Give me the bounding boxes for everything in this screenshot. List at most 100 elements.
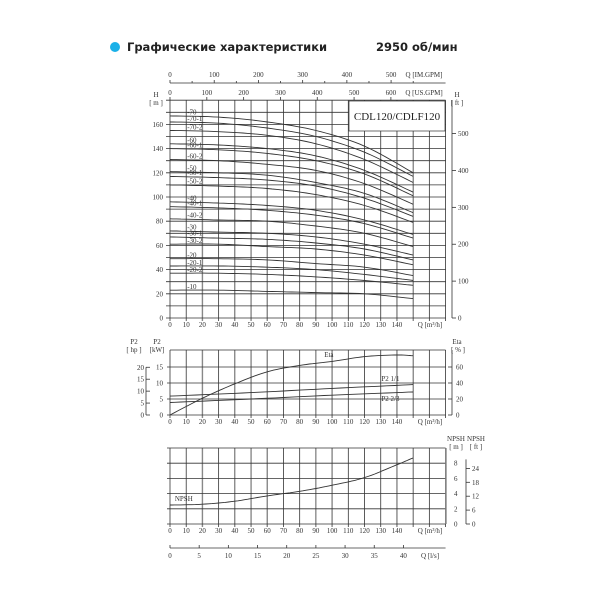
y-axis-label-left: H: [153, 91, 158, 99]
curve-label: -20-2: [187, 266, 203, 274]
im-gpm-tick-label: 300: [297, 71, 308, 79]
ls-axis-label: Q [l/s]: [421, 552, 439, 560]
npsh-ft-tick-label: 24: [472, 465, 480, 473]
x-tick-label: 80: [296, 418, 304, 426]
x-tick-label: 40: [231, 321, 239, 329]
curve-label: -10: [187, 283, 197, 291]
head-curve: [169, 148, 414, 197]
curve-label: -40: [187, 195, 197, 203]
head-curve: [170, 265, 414, 281]
y-axis-label-right: H: [454, 91, 459, 99]
x-tick-label: 90: [312, 527, 320, 535]
x-tick-label: 140: [392, 527, 403, 535]
npsh-m-tick-label: 2: [454, 505, 458, 513]
bullet-icon: [110, 42, 120, 52]
x-tick-label: 30: [215, 321, 223, 329]
x-tick-label: 10: [183, 418, 191, 426]
hp-tick-label: 10: [137, 388, 145, 396]
y-tick-label-right: 0: [458, 315, 462, 323]
eta-tick-label: 0: [456, 412, 460, 420]
us-gpm-tick-label: 600: [386, 89, 397, 97]
head-curve: [169, 236, 414, 261]
kw-tick-label: 15: [156, 364, 164, 372]
eta-axis-label: Eta: [452, 338, 462, 346]
hp-tick-label: 15: [137, 376, 145, 384]
im-gpm-tick-label: 500: [386, 71, 397, 79]
npsh-curve-label: NPSH: [175, 495, 193, 503]
head-curve: [170, 130, 414, 183]
hp-tick-label: 0: [141, 412, 145, 420]
npsh-m-tick-label: 6: [454, 475, 458, 483]
head-curve: [170, 258, 414, 277]
y-tick-label-left: 60: [156, 242, 164, 250]
y-tick-label-left: 160: [153, 121, 164, 129]
head-curve: [170, 272, 414, 286]
eta-curve-label: Eta: [324, 351, 334, 359]
x-tick-label: 130: [375, 527, 386, 535]
curve-p2-2-3: [169, 391, 414, 403]
npsh-curve: [170, 457, 414, 506]
hp-axis-label: P2: [130, 338, 138, 346]
hp-tick-label: 5: [141, 400, 145, 408]
us-gpm-tick-label: 500: [349, 89, 360, 97]
x-tick-label: 10: [183, 527, 191, 535]
legend-box: [348, 100, 446, 132]
x-tick-label: 60: [264, 527, 272, 535]
x-tick-label: 50: [248, 527, 256, 535]
eta-tick-label: 40: [456, 380, 464, 388]
x-axis-label: Q [m³/h]: [418, 321, 442, 329]
y-tick-label-right: 100: [458, 278, 469, 286]
eta-tick-label: 20: [456, 396, 464, 404]
x-axis-label: Q [m³/h]: [418, 418, 442, 426]
x-tick-label: 80: [296, 527, 304, 535]
curve-label: -50-2: [187, 178, 203, 186]
x-tick-label: 120: [359, 321, 370, 329]
curve-label: -70: [187, 109, 197, 117]
x-tick-label: 0: [168, 321, 172, 329]
x-tick-label: 100: [327, 321, 338, 329]
ls-tick-label: 25: [312, 552, 320, 560]
ls-tick-label: 10: [225, 552, 233, 560]
x-tick-label: 130: [375, 418, 386, 426]
npsh-ft-axis-unit: [ ft ]: [470, 443, 482, 451]
head-curve: [169, 230, 414, 256]
ls-tick-label: 0: [168, 552, 172, 560]
kw-axis-label: P2: [153, 338, 161, 346]
ls-tick-label: 35: [371, 552, 379, 560]
ls-tick-label: 40: [400, 552, 408, 560]
x-tick-label: 40: [231, 418, 239, 426]
kw-tick-label: 5: [160, 396, 164, 404]
us-gpm-tick-label: 100: [202, 89, 213, 97]
npsh-m-tick-label: 4: [454, 490, 458, 498]
y-tick-label-left: 0: [160, 315, 164, 323]
x-tick-label: 120: [359, 527, 370, 535]
ls-tick-label: 30: [342, 552, 350, 560]
im-gpm-tick-label: 100: [209, 71, 220, 79]
head-curve: [169, 218, 414, 248]
y-tick-label-left: 80: [156, 218, 164, 226]
npsh-ft-tick-label: 0: [472, 521, 476, 529]
x-tick-label: 20: [199, 527, 207, 535]
x-tick-label: 140: [392, 418, 403, 426]
head-curve: [169, 171, 414, 214]
head-curve: [170, 289, 414, 300]
curve-label: -50-1: [187, 169, 203, 177]
x-tick-label: 120: [359, 418, 370, 426]
x-tick-label: 50: [248, 418, 256, 426]
x-tick-label: 110: [343, 321, 354, 329]
y-tick-label-right: 300: [458, 204, 469, 212]
head-curve: [169, 201, 414, 235]
im-gpm-axis-label: Q [IM.GPM]: [406, 71, 443, 79]
kw-axis-unit: [kW]: [150, 346, 165, 354]
curve-eta: [169, 354, 414, 416]
y-tick-label-left: 140: [153, 145, 164, 153]
x-tick-label: 20: [199, 418, 207, 426]
x-tick-label: 60: [264, 418, 272, 426]
x-tick-label: 100: [327, 418, 338, 426]
us-gpm-axis-label: Q [US.GPM]: [405, 89, 442, 97]
curve-label: -60: [187, 137, 197, 145]
curve-label: -70-1: [187, 115, 203, 123]
x-tick-label: 40: [231, 527, 239, 535]
im-gpm-tick-label: 0: [168, 71, 172, 79]
